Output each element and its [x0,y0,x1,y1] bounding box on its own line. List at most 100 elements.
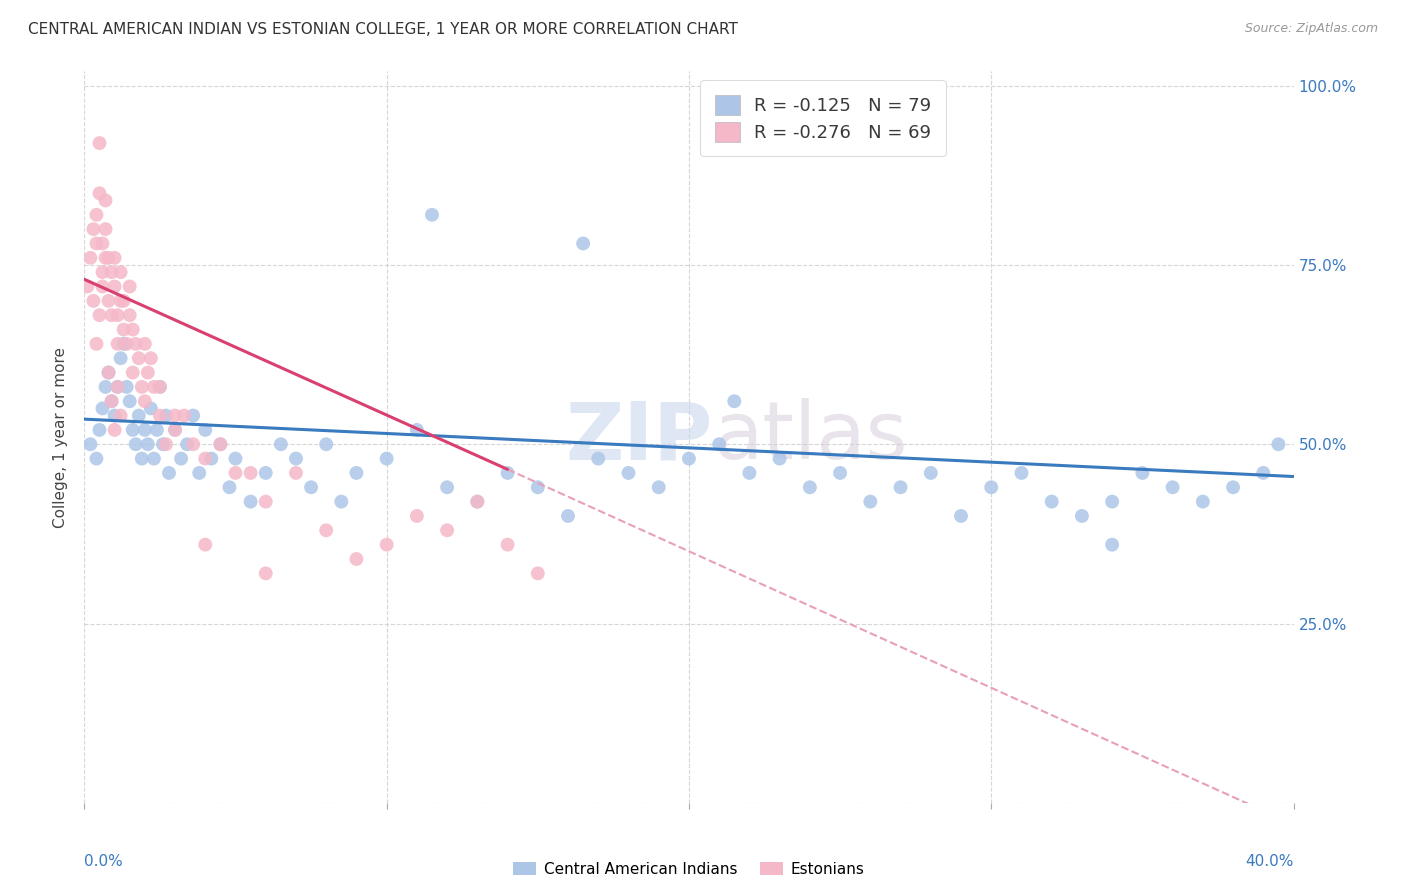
Point [112,336,135,351]
Point [89,136,111,150]
Point [146,423,169,437]
Point [194,423,217,437]
Point [118,308,141,322]
Point [136,437,159,451]
Point [139,401,162,416]
Point [769,451,792,466]
Point [107,380,129,394]
Point [149,380,172,394]
Point [799,480,821,494]
Point [436,480,458,494]
Point [678,451,700,466]
Point [115,336,138,351]
Point [1161,480,1184,494]
Point [1130,466,1153,480]
Point [89,186,111,201]
Point [134,336,156,351]
Point [648,480,671,494]
Point [181,437,204,451]
Point [110,293,132,308]
Point [1192,494,1215,508]
Point [100,394,122,409]
Point [176,437,198,451]
Point [121,366,143,380]
Point [125,336,148,351]
Point [218,480,240,494]
Point [527,566,550,581]
Point [110,409,132,423]
Point [315,437,337,451]
Point [194,538,217,552]
Point [149,409,172,423]
Point [100,308,122,322]
Point [496,466,519,480]
Point [209,437,232,451]
Point [155,409,177,423]
Point [121,322,143,336]
Point [173,409,195,423]
Point [406,508,429,523]
Point [104,279,127,293]
Point [557,508,579,523]
Point [110,265,132,279]
Point [165,423,187,437]
Point [118,279,141,293]
Point [165,423,187,437]
Point [100,265,122,279]
Point [121,423,143,437]
Point [134,423,156,437]
Point [94,251,117,265]
Text: 40.0%: 40.0% [1246,854,1294,869]
Point [1222,480,1244,494]
Point [1101,538,1123,552]
Point [890,480,912,494]
Point [104,409,127,423]
Point [723,394,745,409]
Point [980,480,1002,494]
Point [315,524,337,538]
Point [1071,508,1094,523]
Point [181,409,204,423]
Point [94,380,117,394]
Point [89,308,111,322]
Point [110,351,132,366]
Point [406,423,429,437]
Point [239,466,262,480]
Point [572,236,595,251]
Point [91,279,114,293]
Point [200,451,222,466]
Point [709,437,731,451]
Point [100,394,122,409]
Point [285,466,308,480]
Point [136,366,159,380]
Point [375,451,398,466]
Point [1040,494,1063,508]
Point [155,437,177,451]
Point [1253,466,1275,480]
Point [299,480,322,494]
Point [285,451,308,466]
Point [86,236,108,251]
Point [254,494,277,508]
Point [225,466,247,480]
Point [104,251,127,265]
Point [79,251,101,265]
Point [89,423,111,437]
Point [94,194,117,208]
Point [467,494,489,508]
Point [134,394,156,409]
Point [738,466,761,480]
Point [152,437,174,451]
Point [91,265,114,279]
Text: 0.0%: 0.0% [84,854,124,869]
Point [170,451,193,466]
Point [467,494,489,508]
Point [1267,437,1289,451]
Point [157,466,180,480]
Point [94,222,117,236]
Point [125,437,148,451]
Point [209,437,232,451]
Point [527,480,550,494]
Point [194,451,217,466]
Point [270,437,292,451]
